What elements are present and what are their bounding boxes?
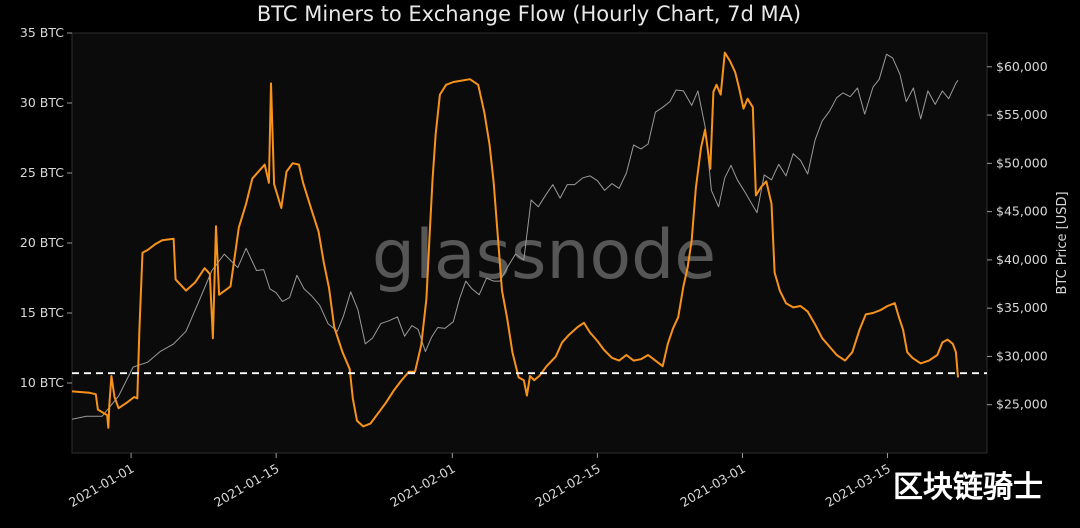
right-y-axis-label: BTC Price [USD] [1055, 191, 1070, 294]
watermark: glassnode [372, 216, 716, 295]
left-tick-label: 15 BTC [20, 305, 64, 320]
right-y-ticks: $25,000 $30,000 $35,000 $40,000 $45,000 $50,0… [987, 59, 1048, 412]
left-tick-label: 35 BTC [20, 25, 64, 40]
right-tick-label: $35,000 [996, 300, 1048, 315]
left-tick-label: 20 BTC [20, 235, 64, 250]
right-tick-label: $50,000 [996, 155, 1048, 170]
right-tick-label: $25,000 [996, 397, 1048, 412]
series-miners-to-exchange-flow [71, 51, 959, 429]
left-y-ticks: 10 BTC 15 BTC 20 BTC 25 BTC 30 BTC 35 BTC [20, 25, 72, 390]
right-tick-label: $45,000 [996, 204, 1048, 219]
left-tick-label: 10 BTC [20, 375, 64, 390]
series-btc-price [71, 53, 959, 420]
right-tick-label: $30,000 [996, 348, 1048, 363]
left-tick-label: 30 BTC [20, 95, 64, 110]
right-tick-label: $55,000 [996, 107, 1048, 122]
corner-caption: 区块链骑士 [893, 470, 1043, 505]
right-tick-label: $60,000 [996, 59, 1048, 74]
right-tick-label: $40,000 [996, 252, 1048, 267]
left-tick-label: 25 BTC [20, 165, 64, 180]
chart-title: BTC Miners to Exchange Flow (Hourly Char… [257, 2, 801, 26]
